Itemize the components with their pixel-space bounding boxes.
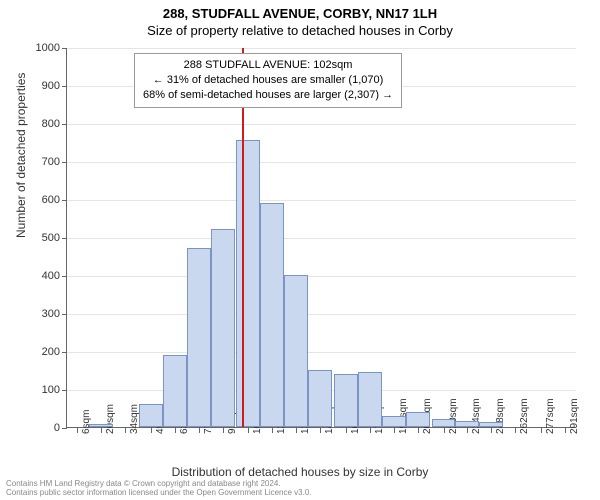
histogram-bar — [479, 422, 503, 427]
gridline — [67, 162, 576, 163]
histogram-bar — [139, 404, 163, 427]
ytick-label: 800 — [42, 118, 60, 130]
histogram-bar — [455, 421, 479, 427]
gridline — [67, 238, 576, 239]
ytick-label: 100 — [42, 384, 60, 396]
y-axis-label: Number of detached properties — [14, 73, 28, 238]
xtick-mark — [418, 428, 419, 433]
ytick-mark — [62, 124, 67, 125]
annotation-callout: 288 STUDFALL AVENUE: 102sqm ← 31% of det… — [134, 53, 402, 108]
gridline — [67, 314, 576, 315]
xtick-label: 291sqm — [569, 398, 580, 434]
xtick-mark — [491, 428, 492, 433]
xtick-mark — [101, 428, 102, 433]
annotation-line3: 68% of semi-detached houses are larger (… — [143, 88, 393, 103]
xtick-mark — [77, 428, 78, 433]
footer-line1: Contains HM Land Registry data © Crown c… — [6, 479, 312, 489]
xtick-mark — [248, 428, 249, 433]
xtick-mark — [125, 428, 126, 433]
xtick-mark — [467, 428, 468, 433]
ytick-mark — [62, 352, 67, 353]
ytick-label: 1000 — [36, 42, 60, 54]
ytick-mark — [62, 86, 67, 87]
ytick-label: 200 — [42, 346, 60, 358]
annotation-line1: 288 STUDFALL AVENUE: 102sqm — [143, 58, 393, 73]
xtick-label: 220sqm — [448, 398, 459, 434]
histogram-bar — [260, 203, 284, 427]
histogram-bar — [334, 374, 358, 427]
ytick-label: 900 — [42, 80, 60, 92]
ytick-label: 700 — [42, 156, 60, 168]
annotation-line2: ← 31% of detached houses are smaller (1,… — [143, 73, 393, 88]
ytick-mark — [62, 238, 67, 239]
gridline — [67, 200, 576, 201]
xtick-label: 20sqm — [105, 404, 116, 434]
ytick-label: 0 — [54, 422, 60, 434]
ytick-label: 300 — [42, 308, 60, 320]
histogram-chart: 010020030040050060070080090010006sqm20sq… — [66, 48, 576, 428]
page-title-address: 288, STUDFALL AVENUE, CORBY, NN17 1LH — [0, 0, 600, 21]
histogram-bar — [406, 412, 430, 427]
xtick-mark — [515, 428, 516, 433]
histogram-bar — [358, 372, 382, 427]
histogram-bar — [89, 424, 113, 427]
gridline — [67, 352, 576, 353]
ytick-label: 400 — [42, 270, 60, 282]
xtick-mark — [272, 428, 273, 433]
gridline — [67, 48, 576, 49]
histogram-bar — [432, 419, 456, 427]
histogram-bar — [211, 229, 235, 427]
gridline — [67, 276, 576, 277]
histogram-bar — [308, 370, 332, 427]
xtick-mark — [199, 428, 200, 433]
xtick-label: 234sqm — [471, 398, 482, 434]
xtick-mark — [151, 428, 152, 433]
ytick-mark — [62, 390, 67, 391]
xtick-mark — [175, 428, 176, 433]
xtick-mark — [296, 428, 297, 433]
ytick-mark — [62, 48, 67, 49]
xtick-mark — [541, 428, 542, 433]
xtick-label: 262sqm — [519, 398, 530, 434]
histogram-bar — [284, 275, 308, 427]
histogram-bar — [236, 140, 260, 427]
ytick-mark — [62, 276, 67, 277]
ytick-mark — [62, 162, 67, 163]
histogram-bar — [382, 416, 406, 427]
xtick-mark — [370, 428, 371, 433]
histogram-bar — [187, 248, 211, 427]
histogram-bar — [163, 355, 187, 427]
xtick-mark — [565, 428, 566, 433]
footer-attribution: Contains HM Land Registry data © Crown c… — [6, 479, 312, 498]
xtick-mark — [320, 428, 321, 433]
footer-line2: Contains public sector information licen… — [6, 488, 312, 498]
gridline — [67, 124, 576, 125]
ytick-mark — [62, 314, 67, 315]
x-axis-label: Distribution of detached houses by size … — [0, 465, 600, 479]
xtick-mark — [346, 428, 347, 433]
ytick-label: 500 — [42, 232, 60, 244]
xtick-mark — [223, 428, 224, 433]
xtick-label: 6sqm — [81, 410, 92, 434]
page-title-subtitle: Size of property relative to detached ho… — [0, 21, 600, 38]
ytick-label: 600 — [42, 194, 60, 206]
ytick-mark — [62, 428, 67, 429]
xtick-label: 248sqm — [495, 398, 506, 434]
xtick-mark — [394, 428, 395, 433]
xtick-mark — [444, 428, 445, 433]
xtick-label: 277sqm — [545, 398, 556, 434]
ytick-mark — [62, 200, 67, 201]
